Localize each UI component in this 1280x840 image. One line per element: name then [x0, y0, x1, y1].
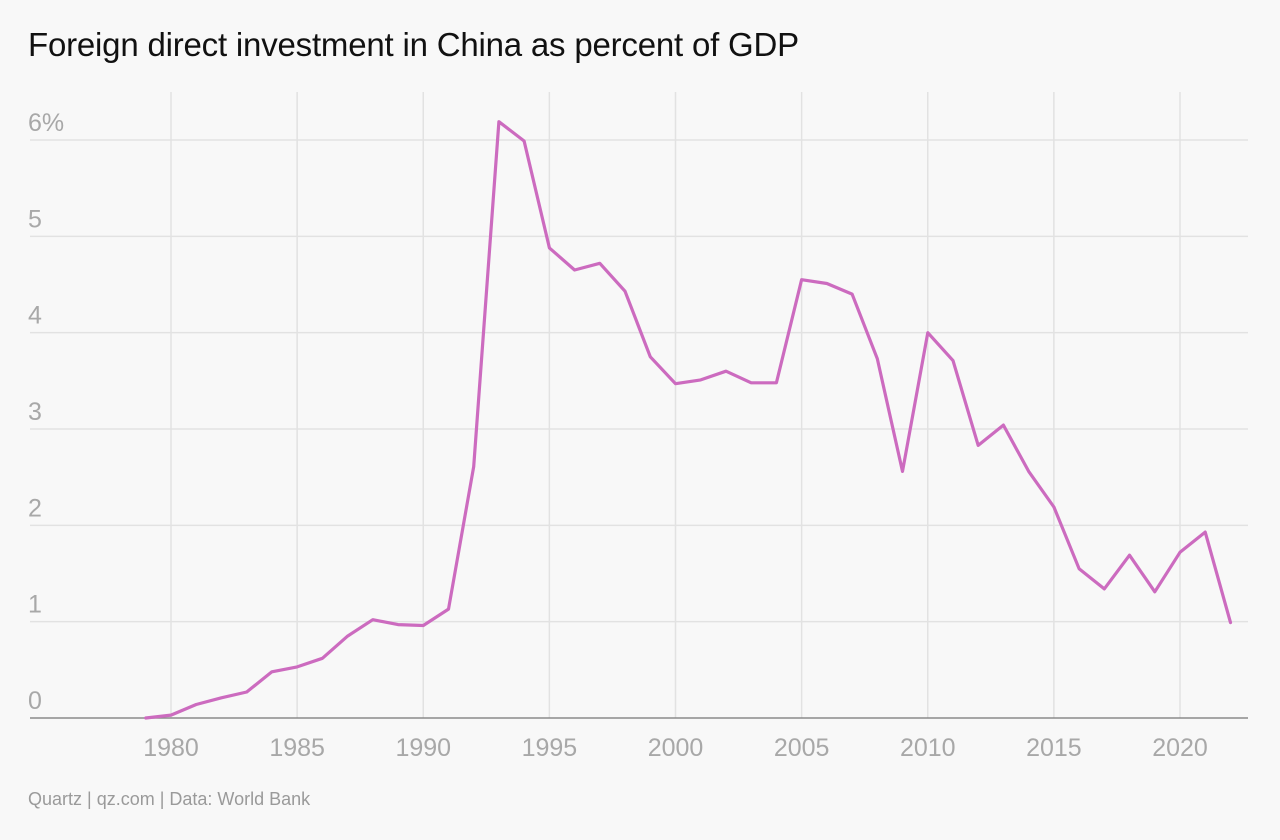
x-tick-label-2010: 2010	[900, 734, 956, 762]
chart-title: Foreign direct investment in China as pe…	[28, 26, 799, 63]
y-tick-label-3: 3	[28, 398, 42, 426]
y-tick-label-5: 5	[28, 205, 42, 233]
x-gridlines	[170, 92, 1181, 718]
y-tick-labels: 0 1 2 3 4 5 6%	[28, 109, 64, 715]
x-tick-label-2000: 2000	[648, 734, 704, 762]
y-tick-label-2: 2	[28, 494, 42, 522]
x-tick-label-1985: 1985	[269, 734, 325, 762]
x-tick-label-1980: 1980	[143, 734, 199, 762]
series-line-0	[144, 120, 1233, 720]
y-tick-label-0: 0	[28, 687, 42, 715]
source-credit: Quartz | qz.com | Data: World Bank	[28, 789, 311, 809]
y-tick-label-1: 1	[28, 591, 42, 619]
x-tick-label-1990: 1990	[395, 734, 451, 762]
x-tick-label-2005: 2005	[774, 734, 830, 762]
y-tick-label-4: 4	[28, 302, 42, 330]
x-tick-label-2020: 2020	[1152, 734, 1208, 762]
y-gridlines	[30, 139, 1248, 623]
x-tick-label-2015: 2015	[1026, 734, 1082, 762]
series-group	[144, 120, 1233, 720]
x-tick-label-1995: 1995	[522, 734, 578, 762]
x-tick-labels: 1980 1985 1990 1995 2000 2005 2010 2015 2020	[143, 734, 1208, 762]
y-tick-label-6: 6%	[28, 109, 64, 137]
